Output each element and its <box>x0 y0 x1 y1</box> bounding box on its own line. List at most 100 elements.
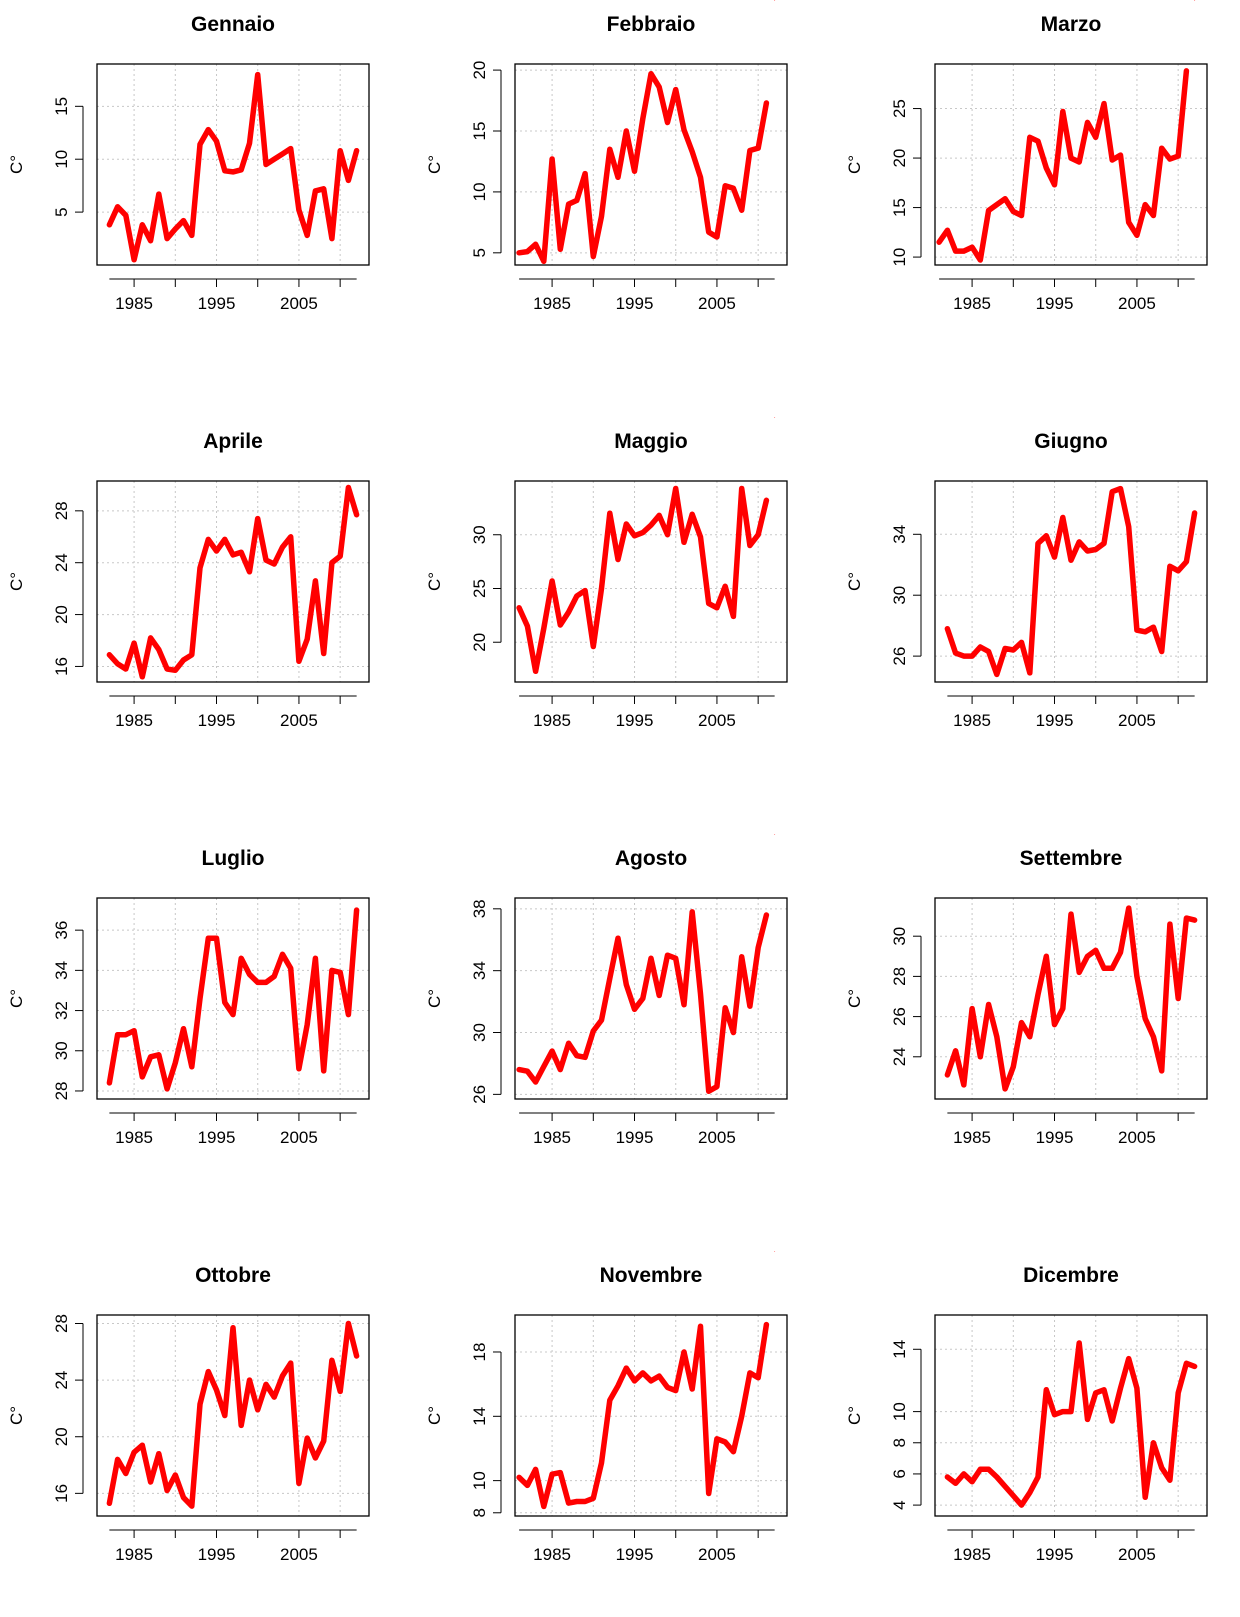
data-point <box>675 1390 677 1392</box>
data-point <box>1128 907 1130 909</box>
chart-title: Febbraio <box>607 13 696 36</box>
x-tick-label: 1995 <box>198 1128 236 1147</box>
data-point <box>675 488 677 490</box>
data-point <box>347 1322 349 1324</box>
data-point <box>1111 159 1113 161</box>
chart-panel-dicembre: Dicembre 1985 1995 2005 4 6 8 10 14 C° <box>838 1251 1240 1612</box>
data-point <box>207 1371 209 1373</box>
data-point <box>224 1002 226 1004</box>
y-tick-label: 4 <box>890 1500 909 1509</box>
data-point <box>166 238 168 240</box>
data-point <box>708 1492 710 1494</box>
x-tick-label: 2005 <box>280 711 318 730</box>
y-axis-label: C° <box>425 572 444 591</box>
data-point <box>117 1458 119 1460</box>
data-point <box>141 1076 143 1078</box>
data-point <box>1161 1467 1163 1469</box>
data-point <box>1136 234 1138 236</box>
data-point <box>955 652 957 654</box>
chart-panel-maggio: Maggio 1985 1995 2005 20 25 30 C° <box>418 416 820 778</box>
x-tick-label: 1995 <box>616 294 654 313</box>
data-point <box>314 957 316 959</box>
data-point <box>1062 517 1064 519</box>
data-point <box>174 669 176 671</box>
x-tick-label: 2005 <box>698 711 736 730</box>
data-point <box>1021 1504 1023 1506</box>
data-point <box>1062 111 1064 113</box>
x-tick-label: 1985 <box>533 294 571 313</box>
data-point <box>1045 167 1047 169</box>
data-point <box>988 1468 990 1470</box>
data-point <box>248 571 250 573</box>
data-point <box>691 151 693 153</box>
data-point <box>765 914 767 916</box>
data-point <box>526 1070 528 1072</box>
data-point <box>257 981 259 983</box>
data-point <box>331 562 333 564</box>
y-tick-label: 25 <box>890 99 909 118</box>
data-point <box>708 603 710 605</box>
data-point <box>625 1367 627 1369</box>
data-point <box>996 673 998 675</box>
data-point <box>1086 550 1088 552</box>
y-tick-label: 10 <box>890 1402 909 1421</box>
y-tick-label: 20 <box>52 605 71 624</box>
y-tick-label: 28 <box>890 967 909 986</box>
data-point <box>979 646 981 648</box>
data-point <box>559 248 561 250</box>
data-point <box>1128 526 1130 528</box>
data-point <box>183 1497 185 1499</box>
y-axis-label: C° <box>7 155 26 174</box>
x-tick-label: 1995 <box>1036 1545 1074 1564</box>
data-point <box>1161 1070 1163 1072</box>
data-point <box>576 1055 578 1057</box>
data-point <box>199 567 201 569</box>
data-point <box>963 250 965 252</box>
data-point <box>232 171 234 173</box>
data-point <box>356 909 358 911</box>
data-point <box>1037 140 1039 142</box>
data-point <box>1103 1389 1105 1391</box>
data-point <box>1119 154 1121 156</box>
data-point <box>1004 648 1006 649</box>
data-point <box>257 74 259 76</box>
x-tick-label: 2005 <box>698 1545 736 1564</box>
data-point <box>996 1036 998 1038</box>
data-point <box>774 833 776 835</box>
data-point <box>1029 136 1031 138</box>
data-point <box>699 176 701 178</box>
data-point <box>1095 1392 1097 1394</box>
plot-frame <box>934 1314 1208 1517</box>
y-axis-label: C° <box>845 1406 864 1425</box>
data-point <box>1095 136 1097 138</box>
y-tick-label: 34 <box>52 961 71 980</box>
data-point <box>290 967 292 969</box>
plot-frame <box>96 1314 370 1517</box>
y-tick-label: 16 <box>52 1484 71 1503</box>
temperature-series-line <box>516 485 770 675</box>
data-point <box>1054 1024 1056 1026</box>
y-tick-label: 28 <box>52 1314 71 1333</box>
data-point <box>946 1476 948 1478</box>
data-point <box>617 176 619 178</box>
plot-frame <box>96 63 370 266</box>
y-tick-label: 25 <box>470 579 489 598</box>
data-point <box>749 544 751 546</box>
data-point <box>298 1068 300 1070</box>
data-point <box>559 1069 561 1071</box>
data-point <box>281 153 283 155</box>
data-point <box>1070 559 1072 561</box>
x-tick-label: 2005 <box>280 1545 318 1564</box>
x-tick-label: 1985 <box>533 711 571 730</box>
data-point <box>1078 161 1080 163</box>
data-point <box>141 1444 143 1446</box>
y-tick-label: 30 <box>890 586 909 605</box>
data-point <box>535 243 537 245</box>
data-point <box>576 595 578 597</box>
data-point <box>216 1389 218 1391</box>
data-point <box>568 1042 570 1044</box>
data-point <box>125 1473 127 1475</box>
data-point <box>1144 204 1146 206</box>
data-point <box>108 654 110 656</box>
chart-panel-agosto: Agosto 1985 1995 2005 26 30 34 38 C° <box>418 833 820 1195</box>
